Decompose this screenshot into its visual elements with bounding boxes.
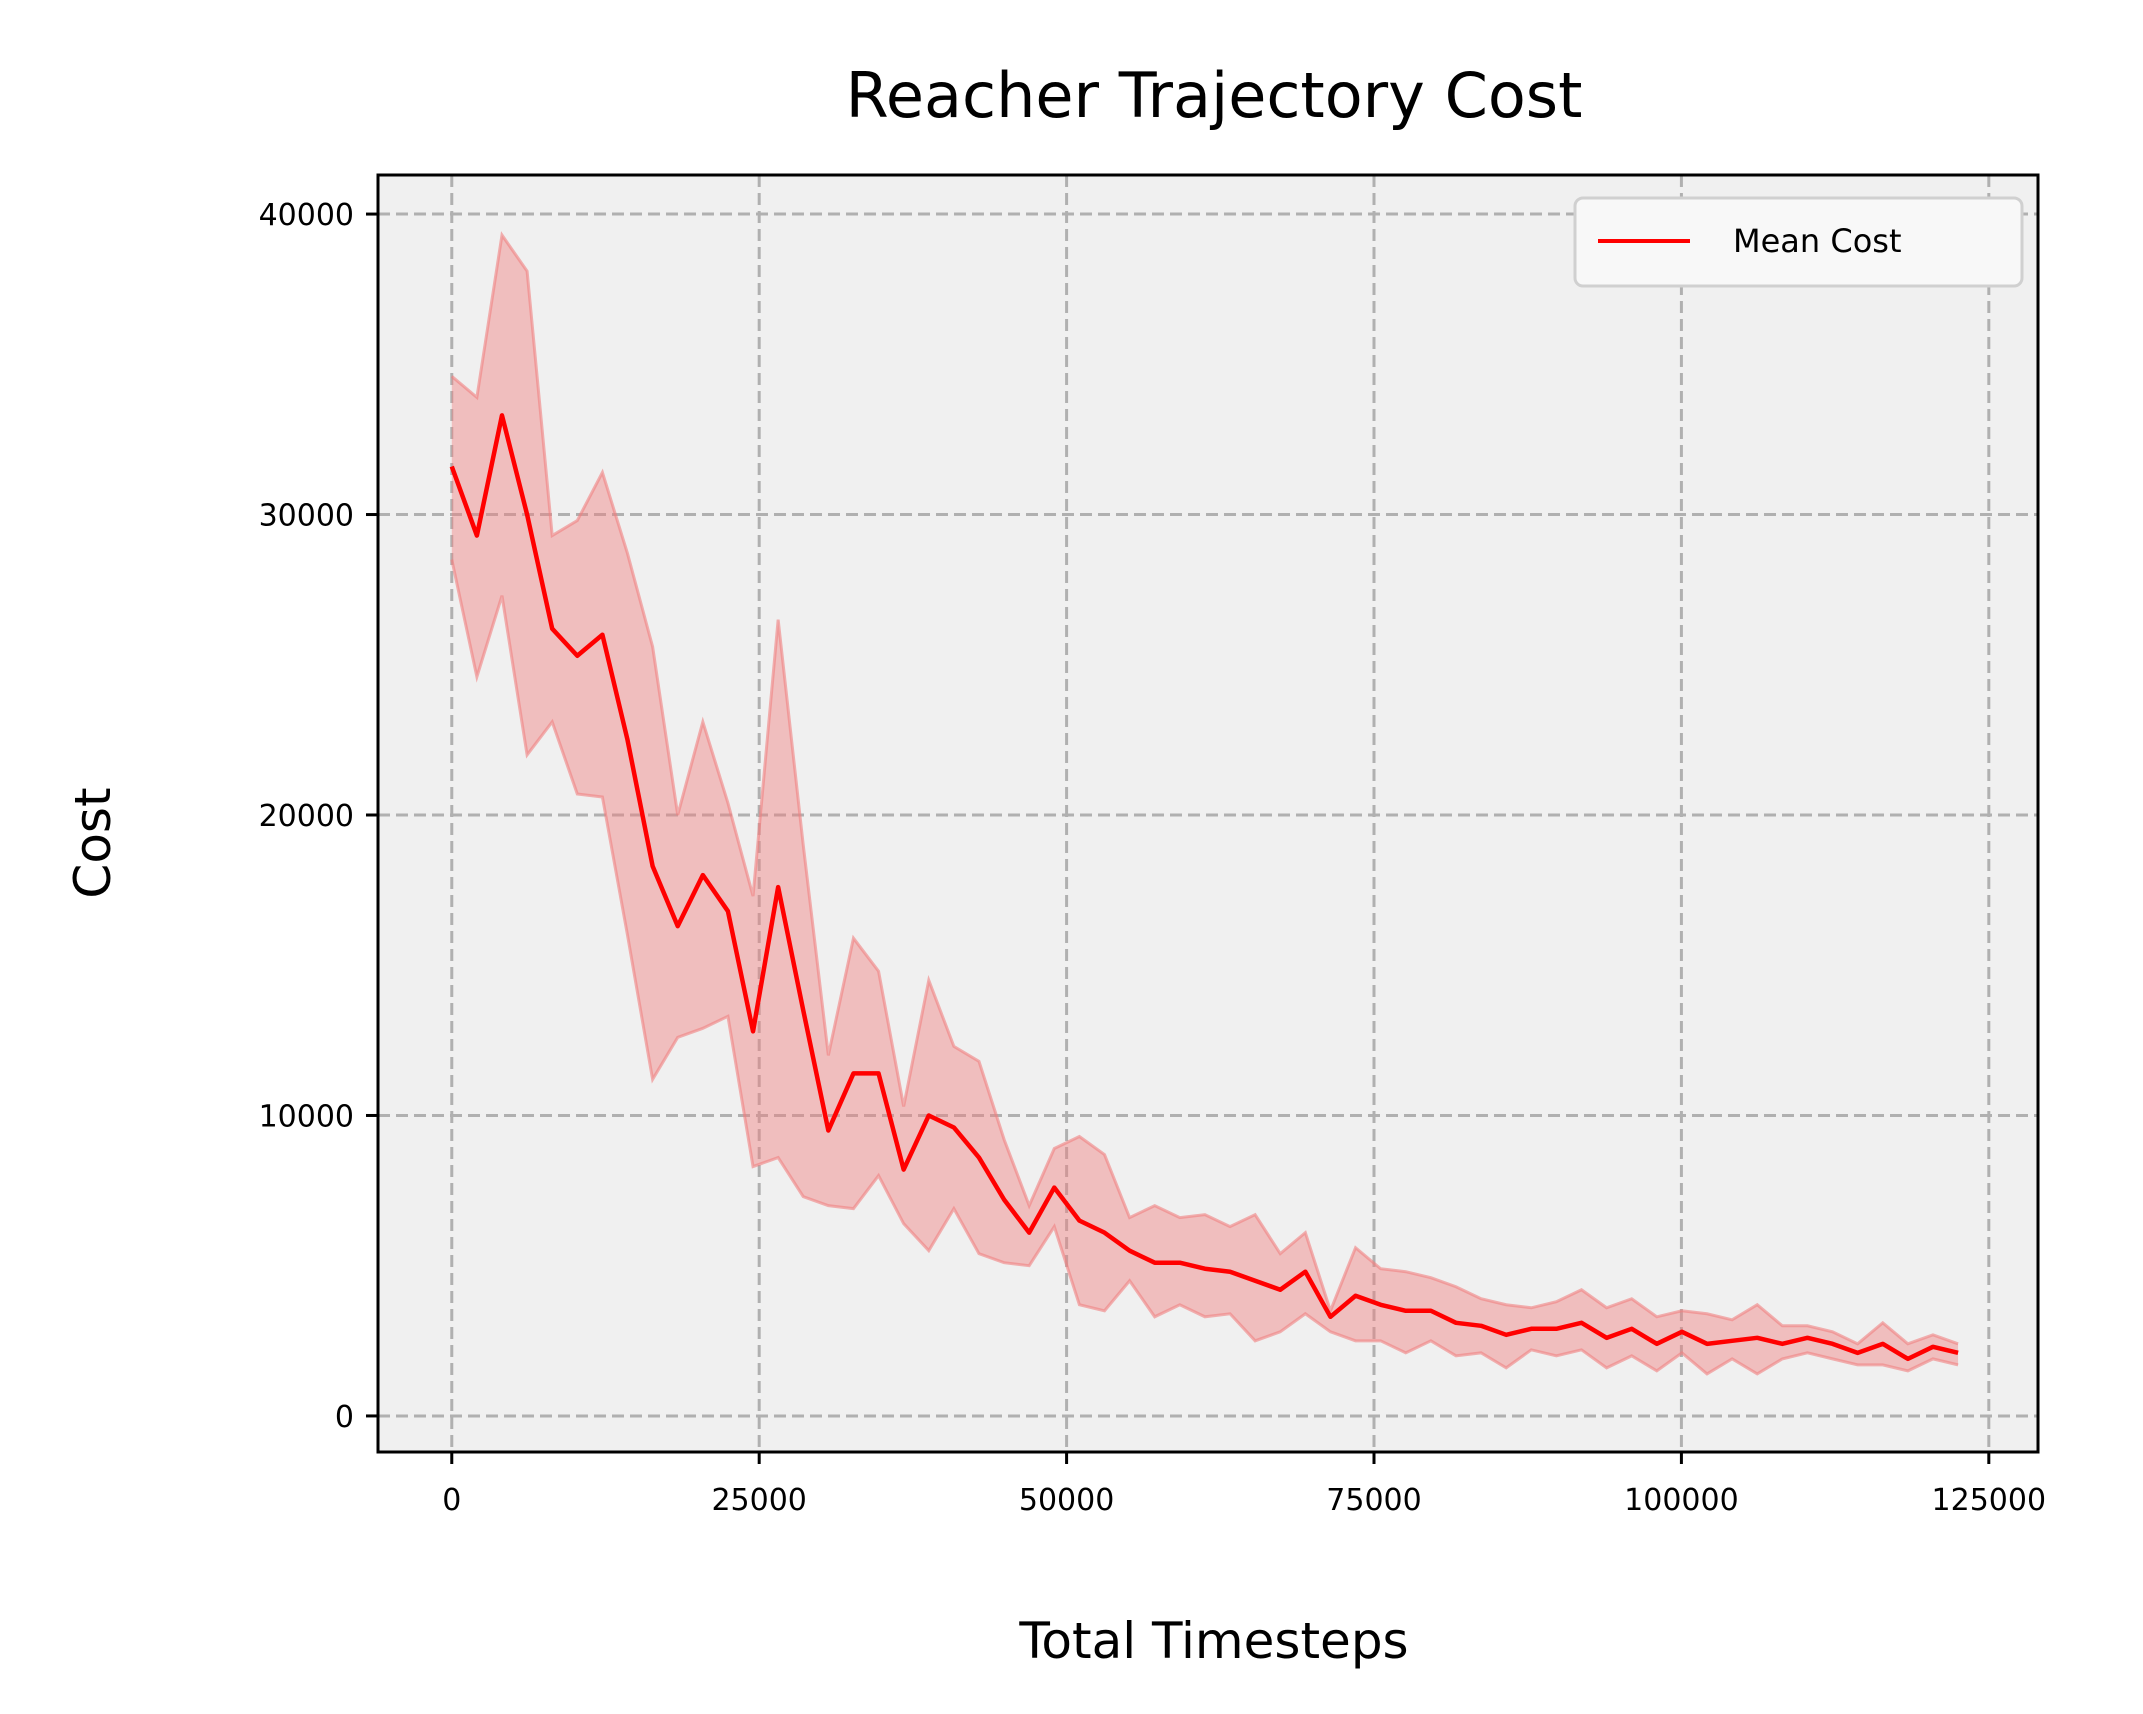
y-tick-label: 10000 bbox=[259, 1099, 354, 1134]
y-axis: 0 10000 20000 30000 40000 bbox=[259, 198, 378, 1435]
legend: Mean Cost bbox=[1573, 196, 2024, 288]
std-band-area bbox=[451, 235, 1959, 1374]
legend-box bbox=[1573, 196, 2024, 288]
x-axis-label: Total Timesteps bbox=[1018, 1612, 1408, 1670]
mean-line-layer bbox=[449, 413, 1959, 1362]
std-band-layer bbox=[450, 231, 1959, 1376]
std-band-upper-edge bbox=[450, 231, 1959, 1346]
mean-cost-line bbox=[449, 413, 1959, 1362]
x-tick-label: 75000 bbox=[1326, 1483, 1421, 1518]
y-axis-label: Cost bbox=[64, 787, 122, 898]
x-axis: 0 25000 50000 75000 100000 125000 bbox=[442, 1452, 2046, 1518]
x-tick-label: 0 bbox=[442, 1483, 461, 1518]
x-tick-label: 50000 bbox=[1019, 1483, 1114, 1518]
plot-area bbox=[378, 175, 2038, 1452]
grid bbox=[378, 175, 2038, 1452]
x-tick-label: 125000 bbox=[1932, 1483, 2047, 1518]
x-tick-label: 100000 bbox=[1624, 1483, 1739, 1518]
plot-frame bbox=[376, 173, 2040, 1454]
y-tick-label: 20000 bbox=[259, 799, 354, 834]
y-tick-label: 40000 bbox=[259, 198, 354, 233]
y-tick-label: 0 bbox=[335, 1400, 354, 1435]
legend-label-mean-cost: Mean Cost bbox=[1733, 222, 1902, 260]
chart-title: Reacher Trajectory Cost bbox=[846, 59, 1583, 132]
x-tick-label: 25000 bbox=[711, 1483, 806, 1518]
std-band-lower-edge bbox=[450, 559, 1959, 1376]
y-tick-label: 30000 bbox=[259, 499, 354, 534]
